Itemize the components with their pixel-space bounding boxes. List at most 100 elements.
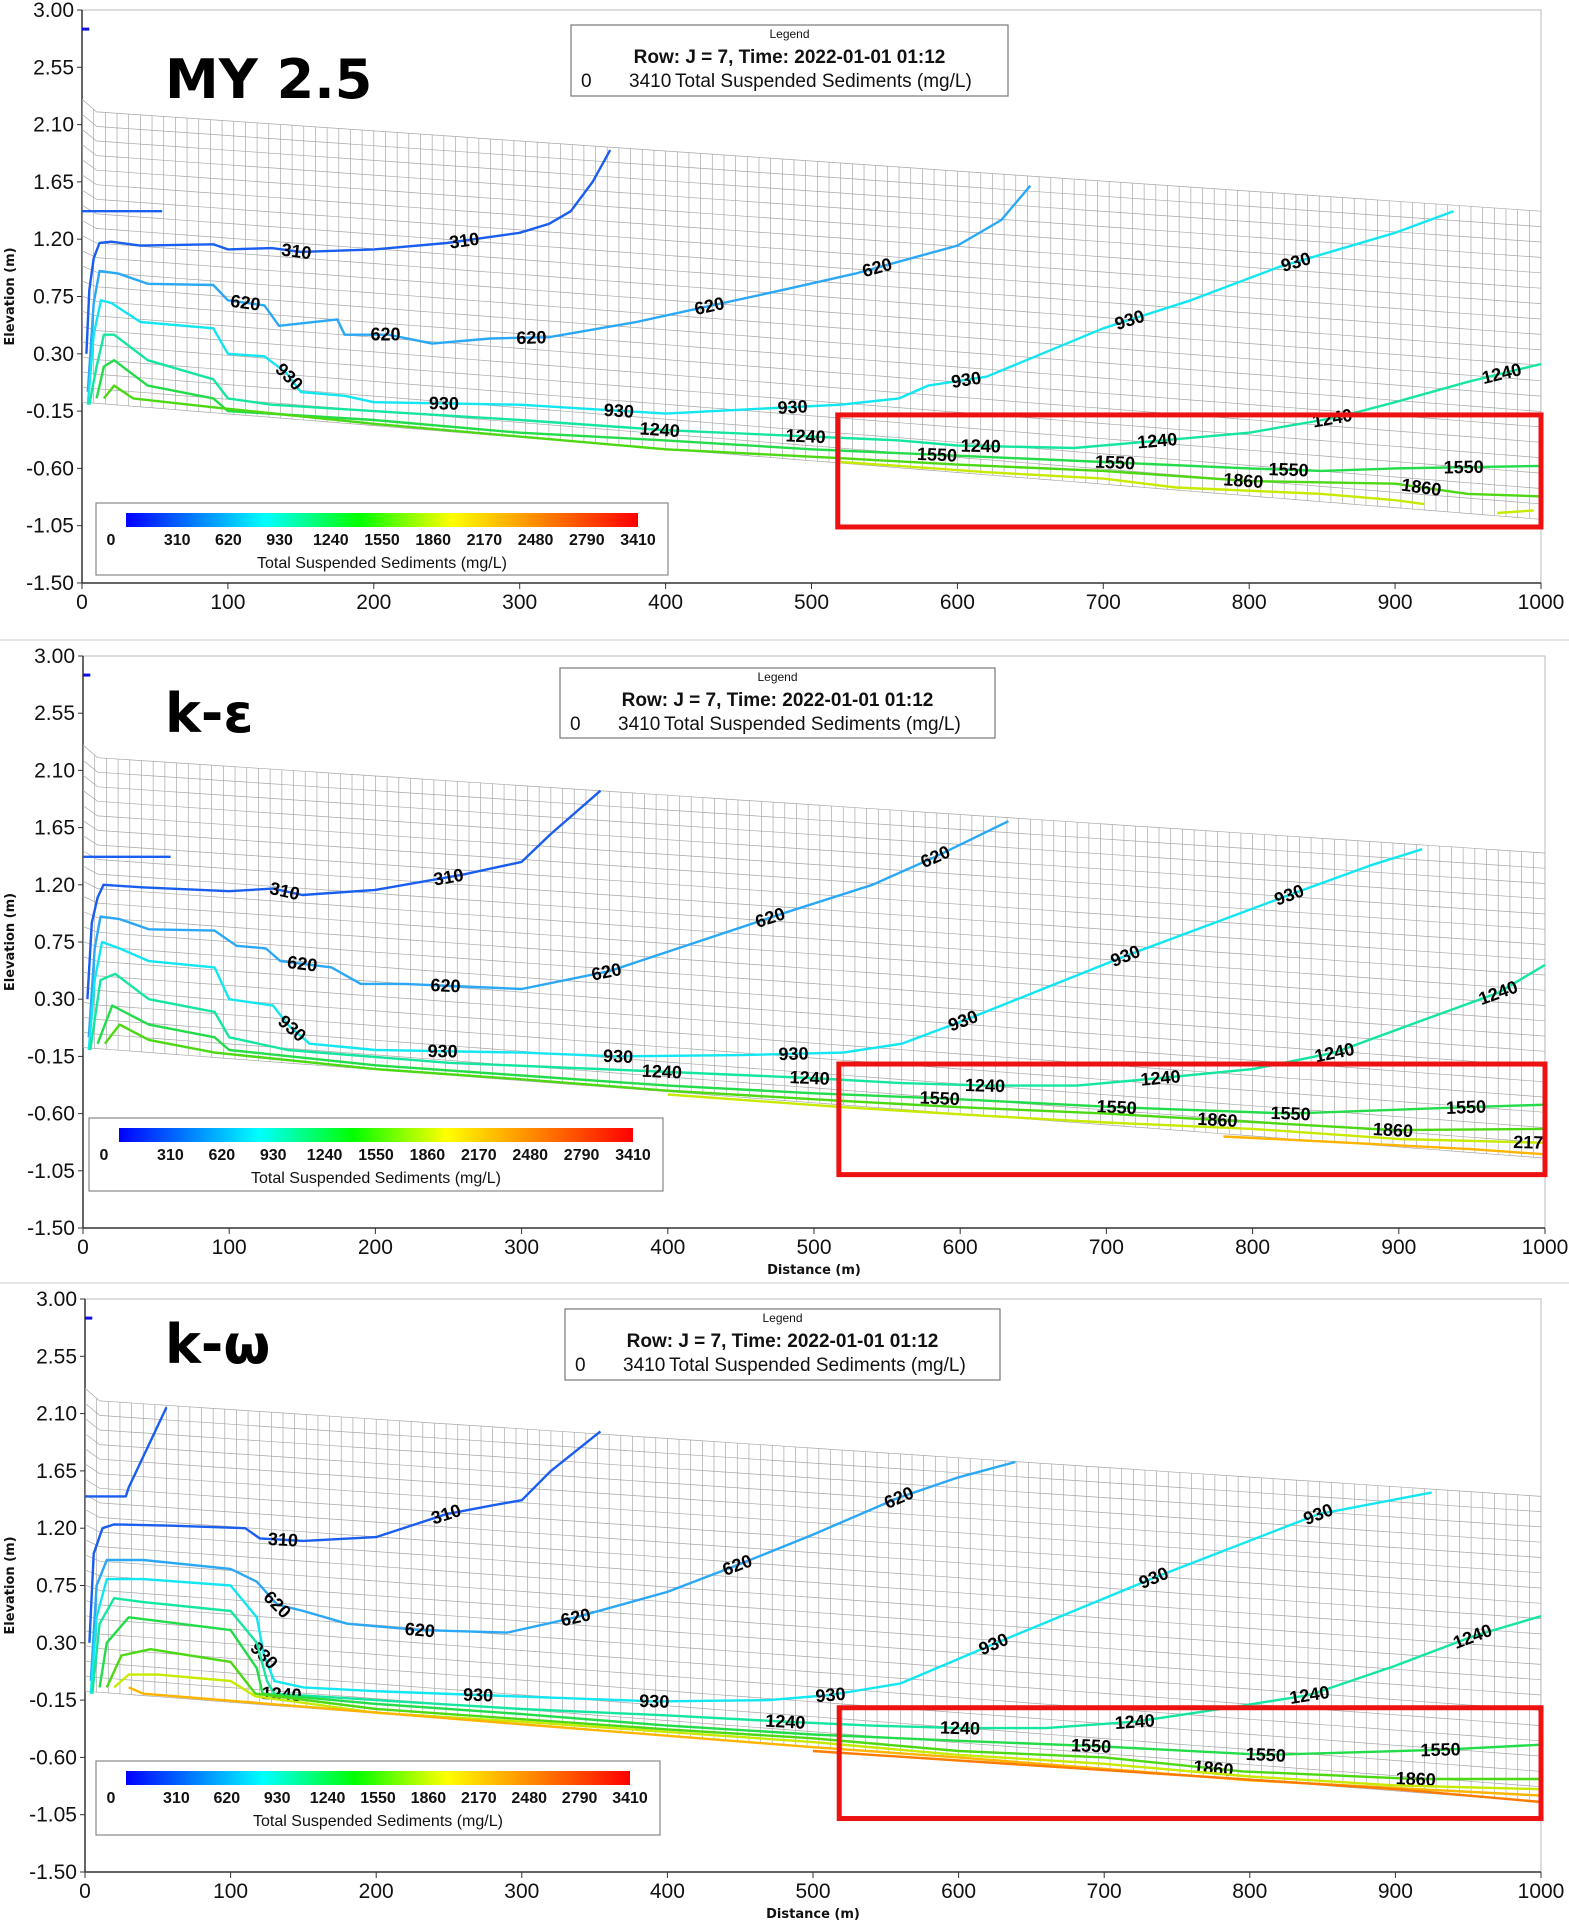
contour-label-1240: 1240 [961,436,1001,457]
x-tick-label: 600 [941,1880,976,1903]
y-tick-label: 0.30 [33,343,74,366]
legend-row-time: Row: J = 7, Time: 2022-01-01 01:12 [634,47,946,68]
y-tick-label: 1.65 [34,817,75,840]
contour-label-620: 620 [430,975,461,996]
colorbar-tick-label: 1550 [360,1790,396,1807]
contour-label-1240: 1240 [1136,429,1178,452]
y-tick-label: 0.75 [36,1575,77,1598]
mesh-layer-line [83,744,1545,854]
colorbar-tick-label: 2480 [511,1790,547,1807]
contour-label-1240: 1240 [965,1075,1006,1096]
mesh-layer-line [82,129,1541,243]
colorbar-tick-label: 0 [107,1790,116,1807]
colorbar-tick-label: 3410 [620,532,656,549]
x-tick-label: 200 [359,1880,394,1903]
legend-box [570,24,1009,97]
mesh-layer-line [82,401,1541,520]
y-tick-label: 2.55 [36,1345,77,1368]
colorbar-tick-label: 930 [266,532,293,549]
mesh-layer-line [82,356,1541,474]
x-tick-label: 100 [212,1236,247,1259]
colorbar-tick-label: 2480 [518,532,554,549]
contour-line-2170 [1497,509,1534,515]
panel-title: k-ε [165,682,253,745]
y-tick-label: 0.75 [34,931,75,954]
contour-label-1240: 1240 [642,1061,683,1083]
contour-line-1550 [95,359,1541,473]
contour-label-930: 930 [603,1046,634,1067]
computational-mesh [82,98,1541,520]
mesh-layer-line [82,295,1541,412]
contour-label-930: 930 [950,368,983,392]
contour-label-930: 930 [777,396,808,417]
mesh-layer-line [82,310,1541,428]
x-tick-label: 100 [210,591,245,614]
contour-label-930: 930 [427,1041,457,1062]
contour-label-310: 310 [448,229,481,253]
colorbar-tick-label: 1550 [358,1147,394,1164]
contour-label-1240: 1240 [1140,1066,1182,1090]
contour-label-620: 620 [286,952,318,976]
contour-line-1550 [96,1004,1545,1115]
mesh-layer-line [85,1387,1541,1497]
x-axis-label: Distance (m) [766,1907,860,1920]
mesh-layer-line [85,1675,1541,1788]
mesh-layer-line [85,1433,1541,1543]
mesh-layer-line [85,1554,1541,1665]
x-tick-label: 900 [1378,1880,1413,1903]
legend-row-time: Row: J = 7, Time: 2022-01-01 01:12 [627,1331,939,1352]
x-tick-label: 1000 [1518,591,1565,614]
contour-label-620: 620 [370,325,400,345]
highlight-box [836,1061,1548,1178]
y-tick-label: -0.15 [29,1689,77,1712]
y-tick-label: -1.05 [29,1804,77,1827]
colorbar-gradient [126,1771,630,1785]
mesh-layer-line [85,1630,1541,1742]
contour-line-620 [86,184,1032,393]
contour-label-1240: 1240 [785,425,826,447]
colorbar-tick-label: 1860 [410,1147,446,1164]
legend-min: 0 [575,1355,586,1376]
colorbar-tick-label: 0 [107,532,116,549]
x-tick-label: 0 [79,1880,91,1903]
x-tick-label: 700 [1089,1236,1124,1259]
y-tick-label: 1.20 [33,228,74,251]
contour-label-310: 310 [267,1529,298,1551]
colorbar-tick-label: 2480 [512,1147,548,1164]
contour-line-2170 [840,460,1425,506]
colorbar-tick-label: 2170 [461,1147,497,1164]
contour-label-930: 930 [639,1691,670,1712]
y-tick-label: -1.05 [26,515,74,538]
mesh-layer-line [85,1403,1541,1512]
contour-line-620 [89,1460,1016,1682]
legend-box [564,1308,1001,1381]
contour-label-1550: 1550 [1446,1097,1487,1118]
mesh-layer-line [82,250,1541,366]
contour-line-1860 [105,1647,1541,1781]
contour-label-930: 930 [778,1043,809,1064]
mesh-layer-line [83,895,1545,1006]
mesh-layer-line [83,790,1545,900]
legend-row-time: Row: J = 7, Time: 2022-01-01 01:12 [622,690,934,711]
legend-variable: Total Suspended Sediments (mg/L) [664,714,961,735]
contour-label-930: 930 [603,400,634,422]
colorbar-tick-label: 2790 [564,1147,600,1164]
contour-label-620: 620 [404,1619,436,1642]
x-tick-label: 400 [650,1236,685,1259]
y-tick-label: 2.55 [33,56,74,79]
contour-line-2480 [1223,1135,1545,1156]
contour-label-1550: 1550 [1420,1739,1461,1760]
contour-label-1240: 1240 [1114,1710,1155,1733]
x-tick-label: 900 [1381,1236,1416,1259]
mesh-layer-line [83,759,1545,869]
mesh-layer-line [83,1001,1545,1113]
x-tick-label: 0 [77,1236,89,1259]
colorbar-tick-label: 1860 [415,532,451,549]
x-tick-label: 400 [648,591,683,614]
mesh-layer-line [82,341,1541,459]
colorbar-tick-label: 1240 [307,1147,343,1164]
colorbar-tick-label: 2170 [467,532,503,549]
y-tick-label: 3.00 [36,1288,77,1311]
